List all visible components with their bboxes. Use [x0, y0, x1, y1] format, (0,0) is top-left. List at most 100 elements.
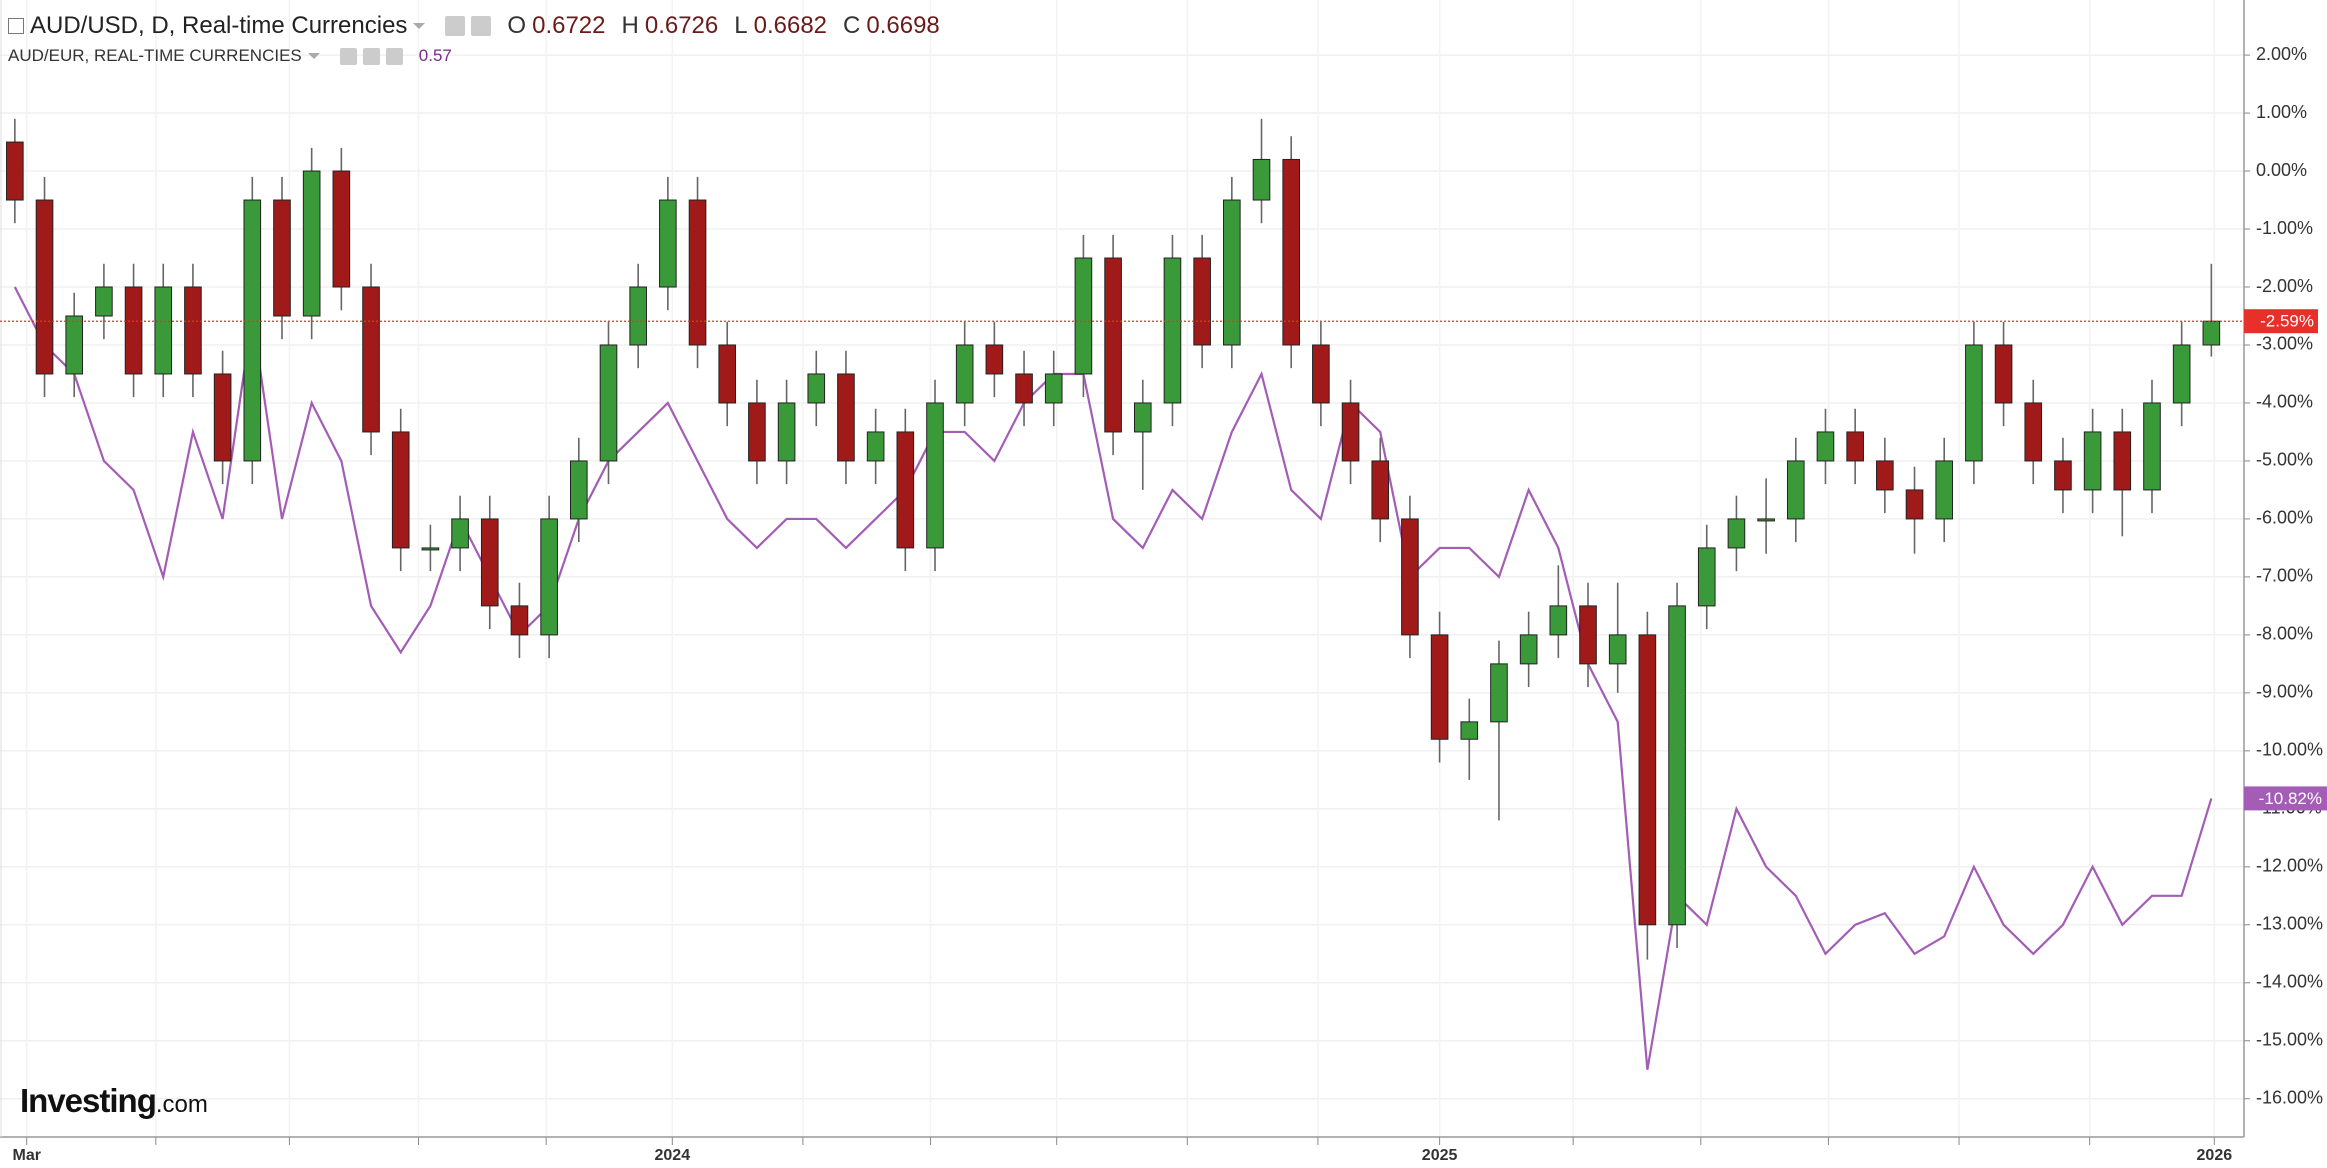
- y-tick-label: -5.00%: [2256, 450, 2313, 470]
- ohlc-value: 0.6682: [753, 12, 828, 39]
- candle-body: [2083, 431, 2102, 491]
- settings-icon[interactable]: [362, 47, 380, 65]
- candle-body: [1490, 663, 1508, 723]
- candle-body: [1816, 431, 1835, 462]
- candle-body: [213, 373, 232, 462]
- candle-body: [243, 199, 262, 462]
- candle-body: [302, 170, 321, 317]
- compare-symbol[interactable]: AUD/EUR, REAL-TIME CURRENCIES: [8, 46, 302, 65]
- y-tick-label: 2.00%: [2256, 44, 2307, 64]
- candle-body: [1252, 158, 1271, 201]
- y-tick-label: -3.00%: [2256, 334, 2313, 354]
- collapse-button[interactable]: [8, 18, 24, 34]
- compare-value: 0.57: [418, 46, 452, 65]
- candle-body: [599, 344, 618, 462]
- y-tick-label: -1.00%: [2256, 218, 2313, 238]
- candle-body: [985, 344, 1004, 375]
- candle-body: [2172, 344, 2191, 404]
- candle-body: [1015, 373, 1033, 404]
- candle-body: [837, 373, 855, 462]
- candle-body: [1608, 634, 1627, 665]
- candle-body: [1312, 344, 1330, 404]
- candle-body: [1044, 373, 1063, 404]
- candle-body: [1133, 402, 1152, 433]
- y-tick-label: -2.00%: [2256, 276, 2313, 296]
- candle-body: [2054, 460, 2072, 491]
- candle-body: [1638, 634, 1657, 926]
- candle-body: [1430, 634, 1449, 740]
- y-tick-label: -13.00%: [2256, 914, 2323, 934]
- settings-icon[interactable]: [339, 47, 357, 65]
- candle-body: [1935, 460, 1954, 520]
- candle-body: [332, 170, 351, 288]
- candle-body: [1074, 257, 1093, 375]
- last-value-box: [2244, 309, 2318, 334]
- candle-body: [659, 199, 677, 288]
- ohlc-label: O: [507, 12, 527, 39]
- candle-body: [1668, 605, 1686, 926]
- candle-body: [362, 286, 380, 433]
- dropdown-caret[interactable]: [307, 53, 320, 59]
- candle-body: [1727, 518, 1746, 549]
- x-tick-label: 2024: [655, 1147, 691, 1164]
- settings-icon[interactable]: [445, 16, 466, 36]
- ohlc-label: C: [843, 12, 861, 39]
- y-tick-label: -10.00%: [2256, 740, 2323, 760]
- candle-body: [2202, 320, 2221, 346]
- candle-body: [1371, 460, 1390, 520]
- ohlc-label: H: [621, 12, 639, 39]
- dropdown-caret[interactable]: [413, 23, 426, 29]
- logo: Investing.com: [20, 1082, 208, 1120]
- candle-body: [273, 199, 291, 317]
- candle-body: [955, 344, 974, 404]
- candle-body: [1994, 344, 2013, 404]
- settings-icon[interactable]: [471, 16, 492, 36]
- candle-body: [540, 518, 558, 636]
- y-tick-label: -6.00%: [2256, 508, 2313, 528]
- y-tick-label: -16.00%: [2256, 1087, 2323, 1107]
- candle-body: [2143, 402, 2161, 491]
- x-tick-label: 2025: [1422, 1147, 1458, 1164]
- candle-body: [480, 518, 499, 607]
- candle-body: [6, 141, 24, 201]
- candle-body: [510, 605, 529, 636]
- last-value-label: -10.82%: [2259, 789, 2322, 808]
- y-tick-label: 0.00%: [2256, 160, 2307, 180]
- y-tick-label: -7.00%: [2256, 566, 2313, 586]
- compare-legend: AUD/EUR, REAL-TIME CURRENCIES 0.57: [8, 46, 452, 66]
- candle-body: [1223, 199, 1241, 346]
- candle-body: [95, 286, 113, 317]
- x-tick-label: Mar: [12, 1147, 40, 1164]
- candle-body: [2113, 431, 2132, 491]
- x-tick-label: 2026: [2197, 1147, 2233, 1164]
- last-value-label: -2.59%: [2260, 312, 2314, 331]
- candle-body: [1401, 518, 1419, 636]
- candle-body: [1104, 257, 1122, 433]
- candle-body: [1579, 605, 1597, 665]
- candle-body: [629, 286, 647, 346]
- y-tick-label: -8.00%: [2256, 624, 2313, 644]
- y-tick-label: -14.00%: [2256, 972, 2323, 992]
- y-tick-label: -12.00%: [2256, 856, 2323, 876]
- ohlc-value: 0.6722: [532, 12, 606, 39]
- candle-body: [1549, 605, 1568, 636]
- ohlc-value: 0.6726: [644, 12, 719, 39]
- candle-body: [1460, 721, 1479, 740]
- candle-body: [807, 373, 826, 404]
- candle-body: [569, 460, 588, 520]
- candle-body: [154, 286, 173, 375]
- candle-body: [1519, 634, 1538, 665]
- candle-body: [688, 199, 707, 346]
- line-series: [13, 286, 2213, 1070]
- candle-body: [184, 286, 202, 375]
- candle-body: [65, 315, 84, 375]
- candle-body: [1193, 257, 1211, 346]
- candle-body: [1163, 257, 1182, 404]
- symbol-name[interactable]: AUD/USD, D, Real-time Currencies: [30, 12, 408, 39]
- candle-body: [451, 518, 469, 549]
- y-tick-label: -9.00%: [2256, 682, 2313, 702]
- candle-body: [866, 431, 885, 462]
- close-icon[interactable]: [385, 47, 403, 65]
